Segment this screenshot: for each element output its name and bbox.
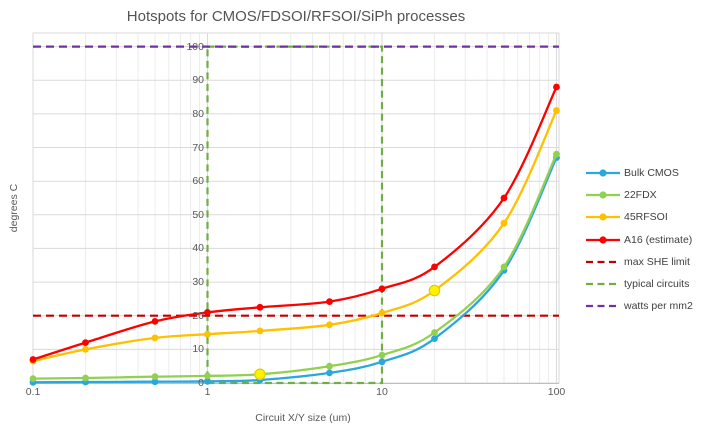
series-point-1-5[interactable]	[326, 362, 333, 370]
legend: Bulk CMOS 22FDX 45RFSOI A16 (estimate) max S…	[585, 162, 709, 317]
legend-swatch-icon	[586, 213, 620, 222]
y-tick-label-70: 70	[192, 141, 204, 154]
series-point-3-1[interactable]	[82, 339, 89, 346]
legend-label: A16 (estimate)	[624, 233, 693, 246]
series-point-3-8[interactable]	[500, 194, 508, 202]
x-tick-label-0.1: 0.1	[25, 386, 41, 398]
y-tick-label-30: 30	[192, 276, 204, 289]
series-point-1-1[interactable]	[82, 374, 89, 382]
series-point-1-7[interactable]	[431, 329, 438, 336]
series-point-2-3[interactable]	[204, 330, 211, 338]
legend-label: max SHE limit	[624, 255, 690, 268]
legend-swatch-icon	[586, 305, 620, 308]
series-line-3[interactable]	[32, 86, 558, 361]
y-tick-label-0: 0	[198, 377, 204, 389]
series-point-1-8[interactable]	[500, 263, 508, 271]
legend-item-1[interactable]: 22FDX	[585, 184, 709, 206]
legend-label: Bulk CMOS	[624, 167, 679, 180]
x-tick-label-1: 1	[204, 386, 211, 398]
series-point-3-4[interactable]	[256, 303, 264, 311]
series-point-1-0[interactable]	[29, 375, 37, 382]
x-axis-title: Circuit X/Y size (um)	[255, 412, 351, 424]
x-tick-label-10: 10	[376, 386, 388, 398]
series-point-0-5[interactable]	[326, 369, 333, 377]
series-line-1[interactable]	[32, 153, 558, 380]
series-point-0-2[interactable]	[151, 378, 159, 386]
y-tick-label-40: 40	[192, 242, 204, 255]
legend-item-6[interactable]: watts per mm2	[585, 295, 709, 317]
series-line-0[interactable]	[32, 157, 558, 384]
legend-item-5[interactable]: typical circuits	[585, 273, 709, 295]
y-tick-label-80: 80	[192, 107, 204, 120]
series-point-2-8[interactable]	[500, 219, 508, 227]
legend-item-0[interactable]: Bulk CMOS	[585, 162, 709, 184]
legend-swatch-icon	[586, 236, 620, 244]
highlight-point-1[interactable]	[428, 284, 441, 297]
y-axis-title: degrees C	[8, 183, 20, 233]
legend-item-3[interactable]: A16 (estimate)	[585, 229, 709, 251]
series-point-2-4[interactable]	[256, 327, 264, 335]
y-tick-label-100: 100	[186, 40, 204, 53]
series-point-2-2[interactable]	[151, 334, 159, 342]
series-point-2-9[interactable]	[553, 107, 560, 114]
series-point-0-3[interactable]	[204, 377, 211, 385]
series-point-3-0[interactable]	[29, 356, 37, 363]
x-tick-label-100: 100	[547, 386, 566, 398]
legend-label: typical circuits	[624, 278, 690, 291]
series-point-1-2[interactable]	[151, 373, 159, 380]
y-tick-label-60: 60	[192, 175, 204, 188]
series-point-3-5[interactable]	[326, 298, 333, 305]
series-point-0-7[interactable]	[431, 335, 438, 342]
y-tick-label-90: 90	[192, 74, 204, 87]
legend-item-4[interactable]: max SHE limit	[585, 251, 709, 273]
series-point-0-6[interactable]	[378, 358, 386, 366]
series-point-2-5[interactable]	[326, 321, 333, 329]
legend-label: 45RFSOI	[624, 211, 668, 224]
series-line-2[interactable]	[32, 110, 558, 363]
plot-border	[32, 32, 560, 384]
series-point-2-1[interactable]	[82, 346, 89, 353]
series-point-1-9[interactable]	[553, 150, 560, 158]
y-tick-label-50: 50	[192, 208, 204, 221]
legend-label: 22FDX	[624, 189, 657, 202]
y-tick-label-20: 20	[192, 309, 204, 322]
legend-item-2[interactable]: 45RFSOI	[585, 206, 709, 228]
legend-swatch-icon	[586, 282, 620, 286]
y-tick-label-10: 10	[192, 343, 204, 356]
series-point-1-6[interactable]	[378, 351, 386, 359]
series-point-3-3[interactable]	[204, 309, 211, 316]
legend-swatch-icon	[586, 260, 620, 263]
legend-swatch-icon	[586, 169, 620, 177]
series-point-1-3[interactable]	[204, 372, 211, 380]
chart-title: Hotspots for CMOS/FDSOI/RFSOI/SiPh proce…	[126, 8, 466, 25]
series-point-3-2[interactable]	[151, 318, 159, 325]
legend-label: watts per mm2	[624, 300, 693, 313]
legend-swatch-icon	[586, 191, 620, 199]
series-point-3-9[interactable]	[553, 83, 560, 91]
series-point-2-6[interactable]	[378, 309, 386, 317]
series-point-3-7[interactable]	[431, 263, 438, 271]
series-point-3-6[interactable]	[378, 285, 386, 293]
highlight-point-0[interactable]	[254, 368, 266, 381]
